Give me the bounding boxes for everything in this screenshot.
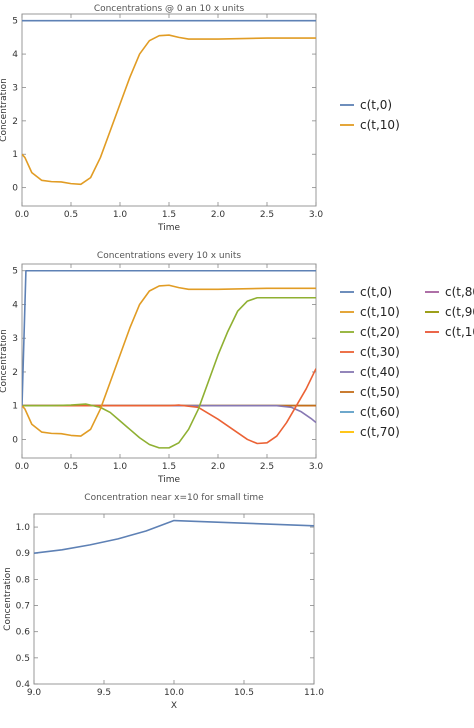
x-tick-label: 1.0 — [113, 462, 128, 472]
x-tick-label: 1.5 — [162, 462, 176, 472]
y-tick-label: 5 — [12, 267, 18, 277]
x-tick-label: 0.5 — [64, 462, 78, 472]
y-tick-label: 1 — [12, 402, 18, 412]
x-tick-label: 10.0 — [164, 688, 184, 698]
plot-frame — [21, 13, 317, 207]
legend-label: c(t,20) — [360, 325, 400, 339]
x-tick-label: 2.0 — [211, 462, 226, 472]
y-tick-label: 0.6 — [16, 628, 31, 638]
x-tick-label: 0.0 — [15, 210, 30, 220]
series-line-c-t-0 — [22, 269, 316, 406]
chart-2: Concentrations every 10 x units 0.0 0.5 1.0… — [0, 251, 474, 485]
plot-frame — [33, 513, 315, 685]
plot-frame — [21, 263, 317, 459]
legend-label: c(t,0) — [360, 285, 392, 299]
legend-label: c(t,10) — [360, 305, 400, 319]
x-tick-label: 2.5 — [260, 462, 274, 472]
y-tick-label: 4 — [12, 50, 18, 60]
series-line-c-t-10 — [22, 34, 316, 186]
legend-label: c(t,70) — [360, 425, 400, 439]
series-line-c-t-30 — [22, 368, 316, 445]
series-line-c-t-20 — [22, 296, 316, 449]
y-tick-label: 3 — [12, 83, 18, 93]
y-tick-label: 1 — [12, 150, 18, 160]
x-axis-label: Time — [157, 223, 180, 233]
legend-label: c(t,60) — [360, 405, 400, 419]
y-tick-label: 0 — [12, 184, 18, 194]
x-axis-label: Time — [157, 475, 180, 485]
chart-3: Concentration near x=10 for small time 9.… — [3, 493, 324, 711]
x-tick-label: 0.0 — [15, 462, 30, 472]
x-tick-label: 9.0 — [27, 688, 42, 698]
y-axis-label: Concentration — [0, 78, 9, 142]
series-line-c-t-40 — [22, 404, 316, 424]
x-tick-label: 9.5 — [97, 688, 111, 698]
chart-title: Concentrations @ 0 an 10 x units — [94, 4, 245, 14]
x-tick-label: 1.0 — [113, 210, 128, 220]
y-tick-label: 0 — [12, 435, 18, 445]
chart-title: Concentration near x=10 for small time — [84, 493, 264, 503]
legend-label: c(t,30) — [360, 345, 400, 359]
y-tick-label: 0.7 — [16, 602, 30, 612]
series-line-c-t-10 — [22, 284, 316, 437]
x-tick-label: 10.5 — [234, 688, 254, 698]
chart-title: Concentrations every 10 x units — [97, 251, 241, 261]
y-tick-label: 2 — [12, 117, 18, 127]
legend-label: c(t,80) — [445, 285, 474, 299]
y-tick-label: 2 — [12, 368, 18, 378]
y-tick-label: 4 — [12, 300, 18, 310]
x-tick-label: 3.0 — [309, 210, 324, 220]
x-tick-label: 11.0 — [304, 688, 324, 698]
x-tick-label: 2.0 — [211, 210, 226, 220]
y-tick-label: 1.0 — [16, 523, 31, 533]
x-axis-label: X — [171, 701, 177, 711]
legend-label: c(t,100) — [445, 325, 474, 339]
y-tick-label: 0.8 — [16, 575, 31, 585]
y-axis-label: Concentration — [0, 329, 9, 393]
y-tick-label: 0.9 — [16, 549, 31, 559]
x-tick-label: 1.5 — [162, 210, 176, 220]
series-line-data — [34, 519, 314, 555]
legend-label: c(t,40) — [360, 365, 400, 379]
x-tick-label: 2.5 — [260, 210, 274, 220]
chart-1: Concentrations @ 0 an 10 x units 0.0 0.5 1.… — [0, 4, 400, 233]
legend-label: c(t,0) — [360, 98, 392, 112]
y-tick-label: 0.5 — [16, 654, 30, 664]
y-tick-label: 3 — [12, 334, 18, 344]
x-tick-label: 0.5 — [64, 210, 78, 220]
y-tick-label: 0.4 — [16, 680, 31, 690]
y-axis-label: Concentration — [3, 567, 13, 631]
legend-label: c(t,90) — [445, 305, 474, 319]
x-tick-label: 3.0 — [309, 462, 324, 472]
y-tick-label: 5 — [12, 17, 18, 27]
legend-label: c(t,10) — [360, 118, 400, 132]
legend-label: c(t,50) — [360, 385, 400, 399]
